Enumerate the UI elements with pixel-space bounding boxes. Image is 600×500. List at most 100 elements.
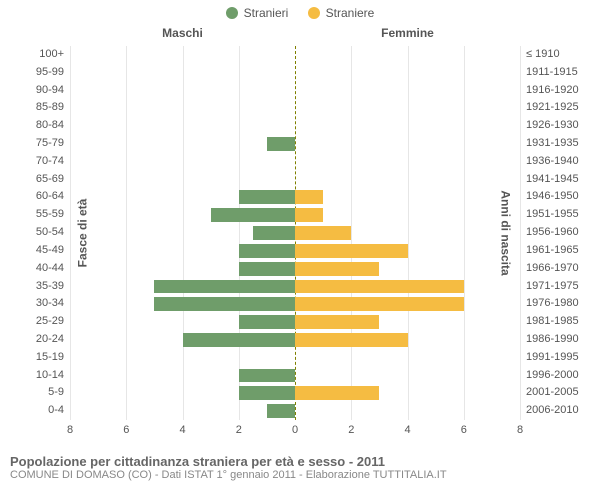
bar-male (239, 262, 295, 276)
age-row: 15-191991-1995 (70, 349, 520, 367)
bar-male (154, 297, 295, 311)
age-row: 45-491961-1965 (70, 242, 520, 260)
age-label: 70-74 (36, 153, 64, 171)
bar-male (154, 280, 295, 294)
bar-male (239, 315, 295, 329)
chart-title: Popolazione per cittadinanza straniera p… (10, 454, 590, 469)
birth-year-label: 1976-1980 (526, 295, 579, 313)
x-tick-label: 0 (292, 424, 298, 436)
bar-female (295, 315, 379, 329)
legend-label-male: Stranieri (244, 6, 289, 20)
column-title-male: Maschi (162, 26, 203, 40)
column-title-female: Femmine (381, 26, 434, 40)
age-label: 40-44 (36, 260, 64, 278)
bar-female (295, 280, 464, 294)
bar-female (295, 190, 323, 204)
x-tick-label: 2 (348, 424, 354, 436)
x-tick-label: 2 (236, 424, 242, 436)
bar-male (267, 137, 295, 151)
birth-year-label: 1941-1945 (526, 171, 579, 189)
age-row: 75-791931-1935 (70, 135, 520, 153)
bar-male (239, 369, 295, 383)
bar-male (239, 244, 295, 258)
legend-swatch-female (308, 7, 320, 19)
age-row: 55-591951-1955 (70, 206, 520, 224)
age-row: 85-891921-1925 (70, 99, 520, 117)
plot-area: Fasce di età Anni di nascita 02244668810… (70, 46, 520, 420)
age-label: 85-89 (36, 99, 64, 117)
birth-year-label: 1986-1990 (526, 331, 579, 349)
x-tick-label: 8 (517, 424, 523, 436)
x-tick-label: 4 (404, 424, 410, 436)
x-tick-label: 6 (123, 424, 129, 436)
bar-female (295, 208, 323, 222)
bar-male (239, 190, 295, 204)
age-row: 40-441966-1970 (70, 260, 520, 278)
age-row: 90-941916-1920 (70, 82, 520, 100)
age-row: 35-391971-1975 (70, 278, 520, 296)
age-row: 95-991911-1915 (70, 64, 520, 82)
age-label: 80-84 (36, 117, 64, 135)
age-row: 70-741936-1940 (70, 153, 520, 171)
age-row: 65-691941-1945 (70, 171, 520, 189)
age-label: 45-49 (36, 242, 64, 260)
age-label: 95-99 (36, 64, 64, 82)
birth-year-label: 1971-1975 (526, 278, 579, 296)
birth-year-label: 1931-1935 (526, 135, 579, 153)
bar-female (295, 297, 464, 311)
x-tick-label: 6 (461, 424, 467, 436)
age-label: 55-59 (36, 206, 64, 224)
birth-year-label: 1946-1950 (526, 188, 579, 206)
age-row: 0-42006-2010 (70, 402, 520, 420)
gridline (520, 46, 521, 420)
age-row: 10-141996-2000 (70, 367, 520, 385)
age-row: 25-291981-1985 (70, 313, 520, 331)
birth-year-label: 1951-1955 (526, 206, 579, 224)
age-label: 90-94 (36, 82, 64, 100)
birth-year-label: 1956-1960 (526, 224, 579, 242)
birth-year-label: 1996-2000 (526, 367, 579, 385)
birth-year-label: 1961-1965 (526, 242, 579, 260)
legend-item-female: Straniere (308, 6, 375, 20)
birth-year-label: 1966-1970 (526, 260, 579, 278)
legend-swatch-male (226, 7, 238, 19)
legend-item-male: Stranieri (226, 6, 289, 20)
bar-male (267, 404, 295, 418)
population-pyramid-chart: Fasce di età Anni di nascita 02244668810… (0, 22, 600, 452)
bar-female (295, 333, 408, 347)
age-row: 50-541956-1960 (70, 224, 520, 242)
chart-legend: Stranieri Straniere (0, 0, 600, 22)
age-label: 75-79 (36, 135, 64, 153)
age-row: 100+≤ 1910 (70, 46, 520, 64)
chart-footer: Popolazione per cittadinanza straniera p… (0, 452, 600, 481)
age-label: 65-69 (36, 171, 64, 189)
birth-year-label: 1981-1985 (526, 313, 579, 331)
bar-male (239, 386, 295, 400)
age-row: 5-92001-2005 (70, 384, 520, 402)
age-label: 15-19 (36, 349, 64, 367)
age-row: 30-341976-1980 (70, 295, 520, 313)
age-label: 20-24 (36, 331, 64, 349)
age-label: 0-4 (48, 402, 64, 420)
age-label: 50-54 (36, 224, 64, 242)
age-label: 5-9 (48, 384, 64, 402)
age-label: 25-29 (36, 313, 64, 331)
age-label: 10-14 (36, 367, 64, 385)
bar-male (253, 226, 295, 240)
birth-year-label: 1921-1925 (526, 99, 579, 117)
birth-year-label: 2001-2005 (526, 384, 579, 402)
birth-year-label: 1991-1995 (526, 349, 579, 367)
age-row: 80-841926-1930 (70, 117, 520, 135)
birth-year-label: 1926-1930 (526, 117, 579, 135)
bar-female (295, 386, 379, 400)
age-label: 100+ (39, 46, 64, 64)
x-tick-label: 4 (179, 424, 185, 436)
legend-label-female: Straniere (326, 6, 375, 20)
birth-year-label: 1911-1915 (526, 64, 578, 82)
bar-female (295, 226, 351, 240)
bar-male (211, 208, 295, 222)
age-row: 20-241986-1990 (70, 331, 520, 349)
birth-year-label: ≤ 1910 (526, 46, 560, 64)
bar-female (295, 262, 379, 276)
birth-year-label: 1916-1920 (526, 82, 579, 100)
